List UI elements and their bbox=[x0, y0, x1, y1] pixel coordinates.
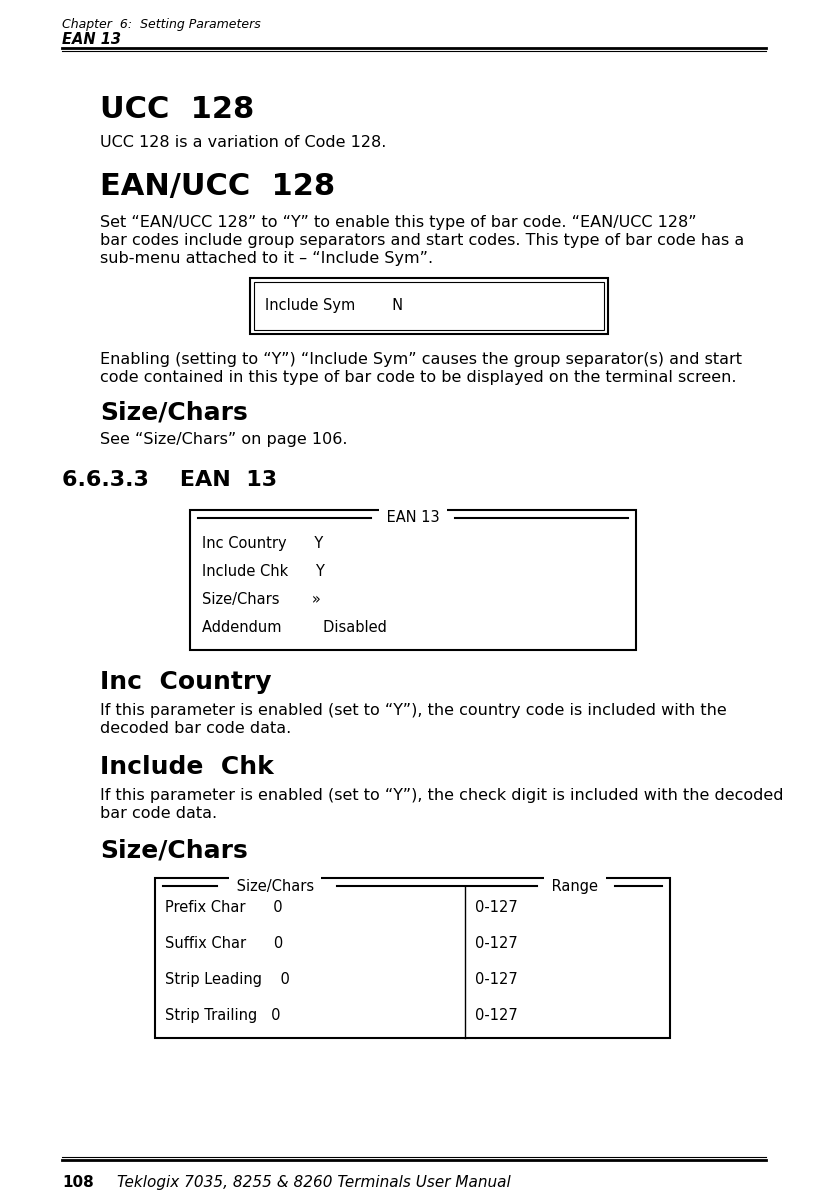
Text: Size/Chars: Size/Chars bbox=[100, 838, 247, 862]
Text: 6.6.3.3    EAN  13: 6.6.3.3 EAN 13 bbox=[62, 470, 277, 490]
Text: decoded bar code data.: decoded bar code data. bbox=[100, 721, 291, 736]
Text: Chapter  6:  Setting Parameters: Chapter 6: Setting Parameters bbox=[62, 18, 261, 31]
Text: bar code data.: bar code data. bbox=[100, 806, 217, 821]
Text: Set “EAN/UCC 128” to “Y” to enable this type of bar code. “EAN/UCC 128”: Set “EAN/UCC 128” to “Y” to enable this … bbox=[100, 215, 696, 230]
Text: EAN 13: EAN 13 bbox=[381, 510, 443, 525]
Text: EAN 13: EAN 13 bbox=[62, 32, 121, 47]
Text: Addendum         Disabled: Addendum Disabled bbox=[202, 620, 386, 634]
Text: 0-127: 0-127 bbox=[475, 900, 517, 915]
Text: Teklogix 7035, 8255 & 8260 Terminals User Manual: Teklogix 7035, 8255 & 8260 Terminals Use… bbox=[117, 1175, 510, 1190]
Text: 0-127: 0-127 bbox=[475, 972, 517, 988]
Text: Include  Chk: Include Chk bbox=[100, 755, 274, 779]
Bar bbox=[250, 278, 607, 334]
Text: UCC 128 is a variation of Code 128.: UCC 128 is a variation of Code 128. bbox=[100, 135, 386, 150]
Text: EAN/UCC  128: EAN/UCC 128 bbox=[100, 172, 335, 201]
Text: Strip Leading    0: Strip Leading 0 bbox=[165, 972, 289, 988]
Bar bbox=[155, 879, 669, 1038]
Text: 0-127: 0-127 bbox=[475, 936, 517, 950]
Text: Inc  Country: Inc Country bbox=[100, 670, 271, 694]
Text: If this parameter is enabled (set to “Y”), the check digit is included with the : If this parameter is enabled (set to “Y”… bbox=[100, 788, 782, 803]
Text: sub-menu attached to it – “Include Sym”.: sub-menu attached to it – “Include Sym”. bbox=[100, 251, 433, 266]
Text: Include Chk      Y: Include Chk Y bbox=[202, 564, 324, 579]
Text: Inc Country      Y: Inc Country Y bbox=[202, 536, 323, 551]
Text: Size/Chars       »: Size/Chars » bbox=[202, 593, 320, 607]
Text: Range: Range bbox=[547, 879, 602, 893]
Text: Suffix Char      0: Suffix Char 0 bbox=[165, 936, 283, 950]
Text: 108: 108 bbox=[62, 1175, 93, 1190]
Bar bbox=[254, 282, 603, 330]
Bar bbox=[189, 510, 635, 650]
Text: If this parameter is enabled (set to “Y”), the country code is included with the: If this parameter is enabled (set to “Y”… bbox=[100, 703, 726, 718]
Text: Include Sym        N: Include Sym N bbox=[265, 298, 403, 312]
Text: See “Size/Chars” on page 106.: See “Size/Chars” on page 106. bbox=[100, 432, 347, 446]
Text: Enabling (setting to “Y”) “Include Sym” causes the group separator(s) and start: Enabling (setting to “Y”) “Include Sym” … bbox=[100, 352, 741, 367]
Text: Strip Trailing   0: Strip Trailing 0 bbox=[165, 1008, 280, 1023]
Text: code contained in this type of bar code to be displayed on the terminal screen.: code contained in this type of bar code … bbox=[100, 370, 735, 385]
Text: Size/Chars: Size/Chars bbox=[100, 400, 247, 424]
Text: 0-127: 0-127 bbox=[475, 1008, 517, 1023]
Text: UCC  128: UCC 128 bbox=[100, 95, 254, 124]
Text: Size/Chars: Size/Chars bbox=[232, 879, 318, 893]
Text: bar codes include group separators and start codes. This type of bar code has a: bar codes include group separators and s… bbox=[100, 233, 743, 248]
Text: Prefix Char      0: Prefix Char 0 bbox=[165, 900, 282, 915]
